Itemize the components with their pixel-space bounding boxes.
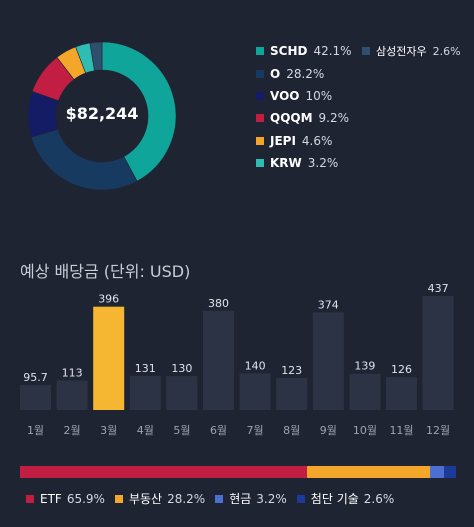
donut-slice-6 (89, 41, 103, 71)
holding-percent: 3.2% (307, 156, 339, 171)
bar-8월 (276, 377, 308, 410)
month-label: 4월 (137, 424, 154, 437)
allocation-name: 현금 (229, 492, 252, 506)
allocation-segment (20, 466, 308, 478)
holding-name: SCHD (270, 44, 308, 59)
bar-1월 (20, 385, 51, 410)
bar-3월 (93, 306, 125, 410)
bar-7월 (239, 373, 271, 410)
legend-swatch (256, 47, 264, 56)
holding-percent: 2.6% (432, 44, 461, 58)
month-label: 9월 (320, 424, 337, 437)
legend-swatch (256, 91, 264, 100)
legend-swatch (256, 136, 264, 145)
legend-swatch (256, 114, 264, 123)
bar-2월 (56, 380, 88, 410)
allocation-legend-item: 현금 3.2% (215, 490, 287, 507)
month-label: 3월 (100, 424, 117, 437)
monthly-dividend-bar-chart: 95.7 1월 113 2월 396 3월 131 4월 130 5월 380 6월 140 7월 123 8… (20, 282, 454, 437)
bar-4월 (129, 375, 161, 410)
allocation-segment (307, 466, 431, 478)
legend-swatch (296, 494, 305, 503)
holding-legend-item: O 28.2% (256, 62, 352, 84)
month-label: 7월 (247, 424, 264, 437)
holding-percent: 4.6% (301, 133, 333, 148)
legend-swatch (114, 494, 123, 503)
donut-slice-0 (101, 41, 177, 182)
holdings-legend-extra: 삼성전자우 2.6% (362, 40, 461, 62)
bar-value-label: 123 (281, 364, 302, 377)
bar-value-label: 95.7 (23, 371, 48, 384)
allocation-percent: 3.2% (256, 491, 287, 506)
bar-12월 (422, 296, 454, 410)
allocation-percent: 28.2% (167, 491, 206, 506)
holding-percent: 9.2% (318, 111, 350, 126)
bar-value-label: 140 (245, 359, 266, 372)
allocation-legend-item: 첨단 기술 2.6% (296, 490, 395, 507)
allocation-segment (444, 466, 456, 478)
bar-9월 (312, 312, 344, 410)
allocation-name: 첨단 기술 (310, 492, 359, 506)
holding-legend-item: VOO 10% (256, 85, 352, 107)
allocation-percent: 2.6% (363, 491, 395, 506)
bar-value-label: 374 (318, 298, 339, 311)
bar-value-label: 130 (171, 362, 192, 375)
bar-value-label: 131 (135, 362, 156, 375)
month-label: 11월 (389, 424, 413, 437)
month-label: 6월 (210, 424, 227, 437)
month-label: 12월 (426, 424, 450, 437)
holdings-legend: SCHD 42.1% O 28.2% VOO 10% QQQM 9.2% JEPI 4.6% KRW… (256, 40, 352, 174)
portfolio-donut-chart (27, 41, 177, 191)
month-label: 10월 (353, 424, 377, 437)
portfolio-total-value: $82,244 (65, 104, 139, 123)
holding-name: JEPI (270, 133, 296, 148)
bar-11월 (386, 377, 417, 410)
legend-swatch (256, 159, 264, 168)
holding-legend-item: 삼성전자우 2.6% (362, 40, 461, 62)
holding-legend-item: KRW 3.2% (256, 152, 352, 174)
allocation-legend-item: ETF 65.9% (26, 490, 105, 507)
dividend-chart-title: 예상 배당금 (단위: USD) (20, 262, 191, 281)
holding-name: VOO (270, 88, 300, 103)
legend-swatch (26, 494, 34, 503)
holding-percent: 42.1% (313, 44, 352, 59)
bar-value-label: 437 (428, 282, 449, 295)
legend-swatch (215, 494, 224, 503)
allocation-legend-item: 부동산 28.2% (114, 490, 206, 507)
month-label: 1월 (27, 424, 44, 437)
holding-percent: 28.2% (286, 66, 325, 81)
bar-5월 (166, 376, 198, 410)
holding-percent: 10% (305, 88, 333, 103)
holding-name: 삼성전자우 (376, 45, 427, 59)
bar-value-label: 139 (354, 360, 375, 373)
allocation-name: 부동산 (128, 492, 163, 506)
holding-name: QQQM (270, 111, 313, 126)
holding-name: KRW (270, 156, 302, 171)
allocation-segment (430, 466, 445, 478)
holding-legend-item: SCHD 42.1% (256, 40, 352, 62)
legend-swatch (362, 47, 370, 56)
bar-6월 (203, 310, 234, 410)
allocation-legend: ETF 65.9% 부동산 28.2% 현금 3.2% 첨단 기술 2.6% (26, 490, 404, 507)
bar-value-label: 380 (208, 297, 229, 310)
bar-value-label: 396 (98, 293, 119, 306)
bar-value-label: 113 (62, 367, 83, 380)
month-label: 8월 (283, 424, 300, 437)
bar-value-label: 126 (391, 363, 412, 376)
legend-swatch (256, 69, 264, 78)
bar-10월 (349, 373, 381, 410)
month-label: 2월 (64, 424, 81, 437)
holding-legend-item: JEPI 4.6% (256, 130, 352, 152)
holding-name: O (270, 66, 281, 81)
allocation-stacked-bar (20, 466, 456, 478)
donut-slice-1 (30, 128, 138, 191)
allocation-name: ETF (40, 491, 62, 506)
holding-legend-item: QQQM 9.2% (256, 107, 352, 129)
allocation-percent: 65.9% (66, 491, 105, 506)
month-label: 5월 (173, 424, 190, 437)
